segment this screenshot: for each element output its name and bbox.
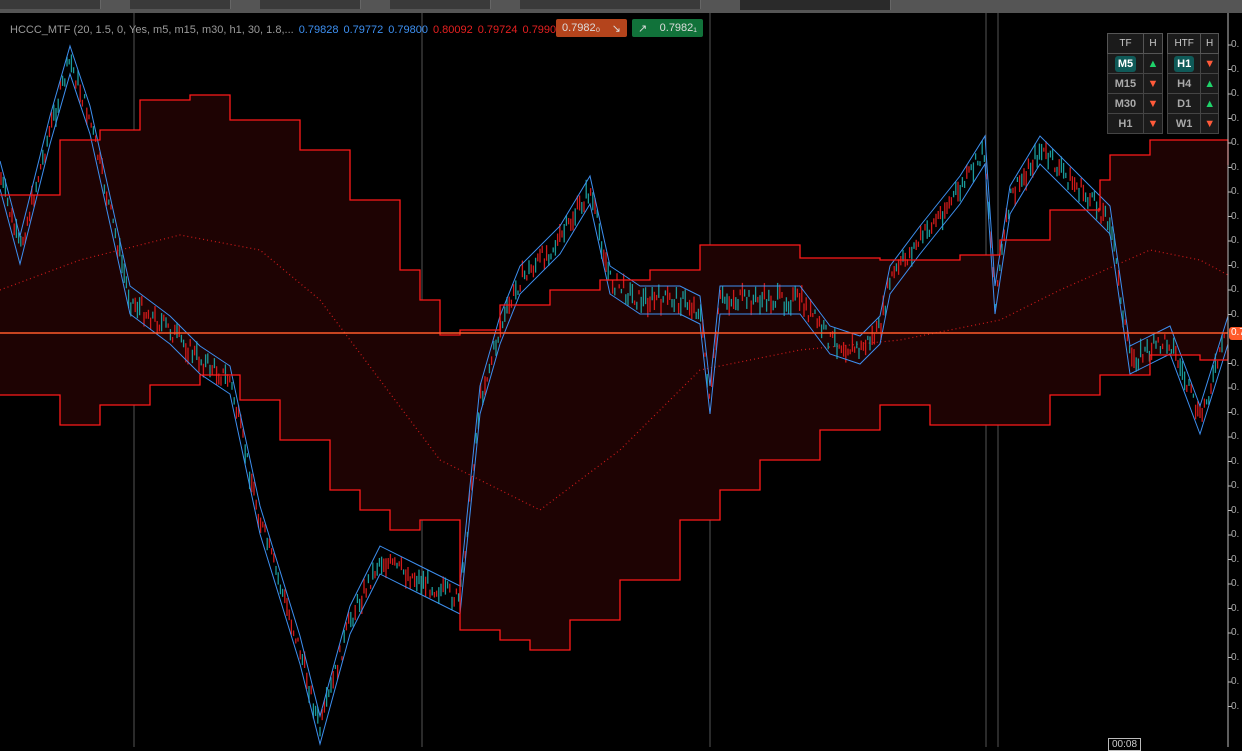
channel-upper-band <box>0 94 1229 336</box>
trend-down-icon: ▼ <box>1142 93 1164 114</box>
tf-panel: TF H M5 ▲ M15 ▼ M30 ▼ H1 ▼ <box>1107 33 1164 134</box>
arrow-down-right-icon: ↘ <box>611 22 621 35</box>
price-axis-label: 0. <box>1231 700 1240 712</box>
h-header: H <box>1142 33 1164 54</box>
price-axis-label: 0. <box>1231 431 1240 442</box>
ask-price: 0.7982₁ <box>659 22 697 34</box>
price-axis-label: 0. <box>1231 259 1240 271</box>
price-axis-label: 0. <box>1231 455 1240 467</box>
tf-header: TF <box>1107 33 1144 54</box>
h-header: H <box>1200 33 1219 54</box>
price-axis-label: 0. <box>1231 112 1240 124</box>
channel-fill <box>0 95 1228 650</box>
price-axis-label: 0. <box>1231 553 1240 565</box>
chart-tab[interactable] <box>130 0 231 9</box>
indicator-label[interactable]: HCCC_MTF (20, 1.5, 0, Yes, m5, m15, m30,… <box>10 24 294 36</box>
trend-down-icon: ▼ <box>1142 113 1164 134</box>
time-countdown: 00:08 <box>1108 738 1142 751</box>
price-axis-label: 0. <box>1231 627 1240 638</box>
price-axis-label: 0. <box>1231 504 1240 516</box>
tf-m30[interactable]: M30 <box>1107 93 1144 114</box>
trend-down-icon: ▼ <box>1142 73 1164 94</box>
htf-d1[interactable]: D1 <box>1166 93 1202 114</box>
envelope-upper <box>0 44 1229 718</box>
trend-down-icon: ▼ <box>1200 113 1219 134</box>
envelope-lower <box>0 72 1229 746</box>
candles <box>0 54 1225 737</box>
trend-up-icon: ▲ <box>1142 53 1164 74</box>
htf-h4[interactable]: H4 <box>1166 73 1202 94</box>
price-axis-label: 0. <box>1231 186 1240 197</box>
price-axis-label: 0. <box>1231 382 1240 393</box>
chart-tab[interactable] <box>390 0 491 9</box>
current-price-tag: 0.7 <box>1229 327 1242 340</box>
chart-tab[interactable] <box>0 0 101 9</box>
bid-price: 0.7982₀ <box>562 22 601 34</box>
price-axis-label: 0. <box>1231 137 1240 148</box>
blue-value: 0.79800 <box>388 24 428 36</box>
htf-w1[interactable]: W1 <box>1166 113 1202 134</box>
htf-h1[interactable]: H1 <box>1166 53 1202 74</box>
trend-up-icon: ▲ <box>1200 73 1219 94</box>
htf-panel: HTF H H1 ▼ H4 ▲ D1 ▲ W1 ▼ <box>1166 33 1219 134</box>
channel-lower-band <box>0 350 1229 651</box>
price-axis-label: 0. <box>1231 39 1240 50</box>
chart-tab-active[interactable] <box>740 0 891 10</box>
price-axis-label: 0. <box>1231 284 1240 295</box>
price-axis-label: 0. <box>1231 210 1240 222</box>
blue-value: 0.79828 <box>298 24 339 36</box>
chart-tab[interactable] <box>520 0 701 9</box>
price-axis-label: 0. <box>1231 602 1240 614</box>
tf-m15[interactable]: M15 <box>1107 73 1144 94</box>
trend-up-icon: ▲ <box>1200 93 1219 114</box>
price-axis-label: 0. <box>1231 406 1240 418</box>
chart-tab[interactable] <box>260 0 361 9</box>
sell-button[interactable]: 0.7982₀ ↘ <box>556 19 627 37</box>
tf-h1[interactable]: H1 <box>1107 113 1144 134</box>
buy-button[interactable]: ↗ 0.7982₁ <box>632 19 703 37</box>
price-axis-label: 0. <box>1231 651 1240 663</box>
tf-m5[interactable]: M5 <box>1107 53 1144 74</box>
chart-tab-bar <box>0 0 1242 13</box>
blue-value: 0.79772 <box>343 24 384 36</box>
indicator-legend: HCCC_MTF (20, 1.5, 0, Yes, m5, m15, m30,… <box>10 24 562 36</box>
trend-down-icon: ▼ <box>1200 53 1219 74</box>
htf-header: HTF <box>1166 33 1202 54</box>
price-axis-label: 0. <box>1231 529 1240 540</box>
red-value: 0.79724 <box>477 24 518 36</box>
price-axis-label: 0. <box>1231 578 1240 589</box>
price-axis-label: 0. <box>1231 63 1240 75</box>
red-value: 0.80092 <box>432 24 473 36</box>
price-chart[interactable] <box>0 13 1242 747</box>
price-axis-label: 0. <box>1231 676 1240 687</box>
price-axis-label: 0. <box>1231 161 1240 173</box>
price-axis-label: 0. <box>1231 480 1240 491</box>
price-axis-label: 0. <box>1231 308 1240 320</box>
price-axis-label: 0. <box>1231 235 1240 246</box>
price-axis-label: 0. <box>1231 357 1240 369</box>
red-value: 0.79908 <box>522 24 563 36</box>
arrow-up-right-icon: ↗ <box>638 22 648 35</box>
price-axis-label: 0. <box>1231 88 1240 99</box>
price-axis-ticks <box>1228 44 1232 707</box>
